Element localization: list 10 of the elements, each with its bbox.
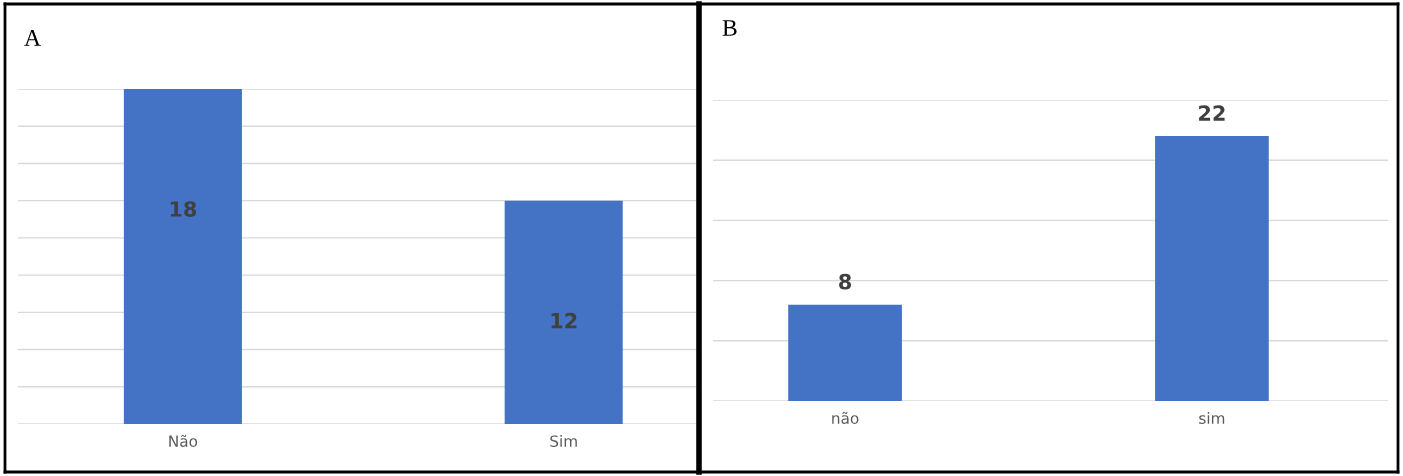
chart-title: A	[24, 30, 41, 46]
data-label: 8	[839, 273, 852, 290]
x-tick-label: Sim	[550, 435, 577, 447]
data-label: 18	[170, 201, 197, 217]
data-label: 22	[1199, 105, 1225, 121]
x-tick-label: não	[832, 411, 859, 424]
x-tick-label: Não	[169, 434, 198, 447]
data-label: 12	[551, 312, 577, 329]
chart-title: B	[722, 20, 737, 36]
x-tick-label: sim	[1199, 412, 1225, 424]
